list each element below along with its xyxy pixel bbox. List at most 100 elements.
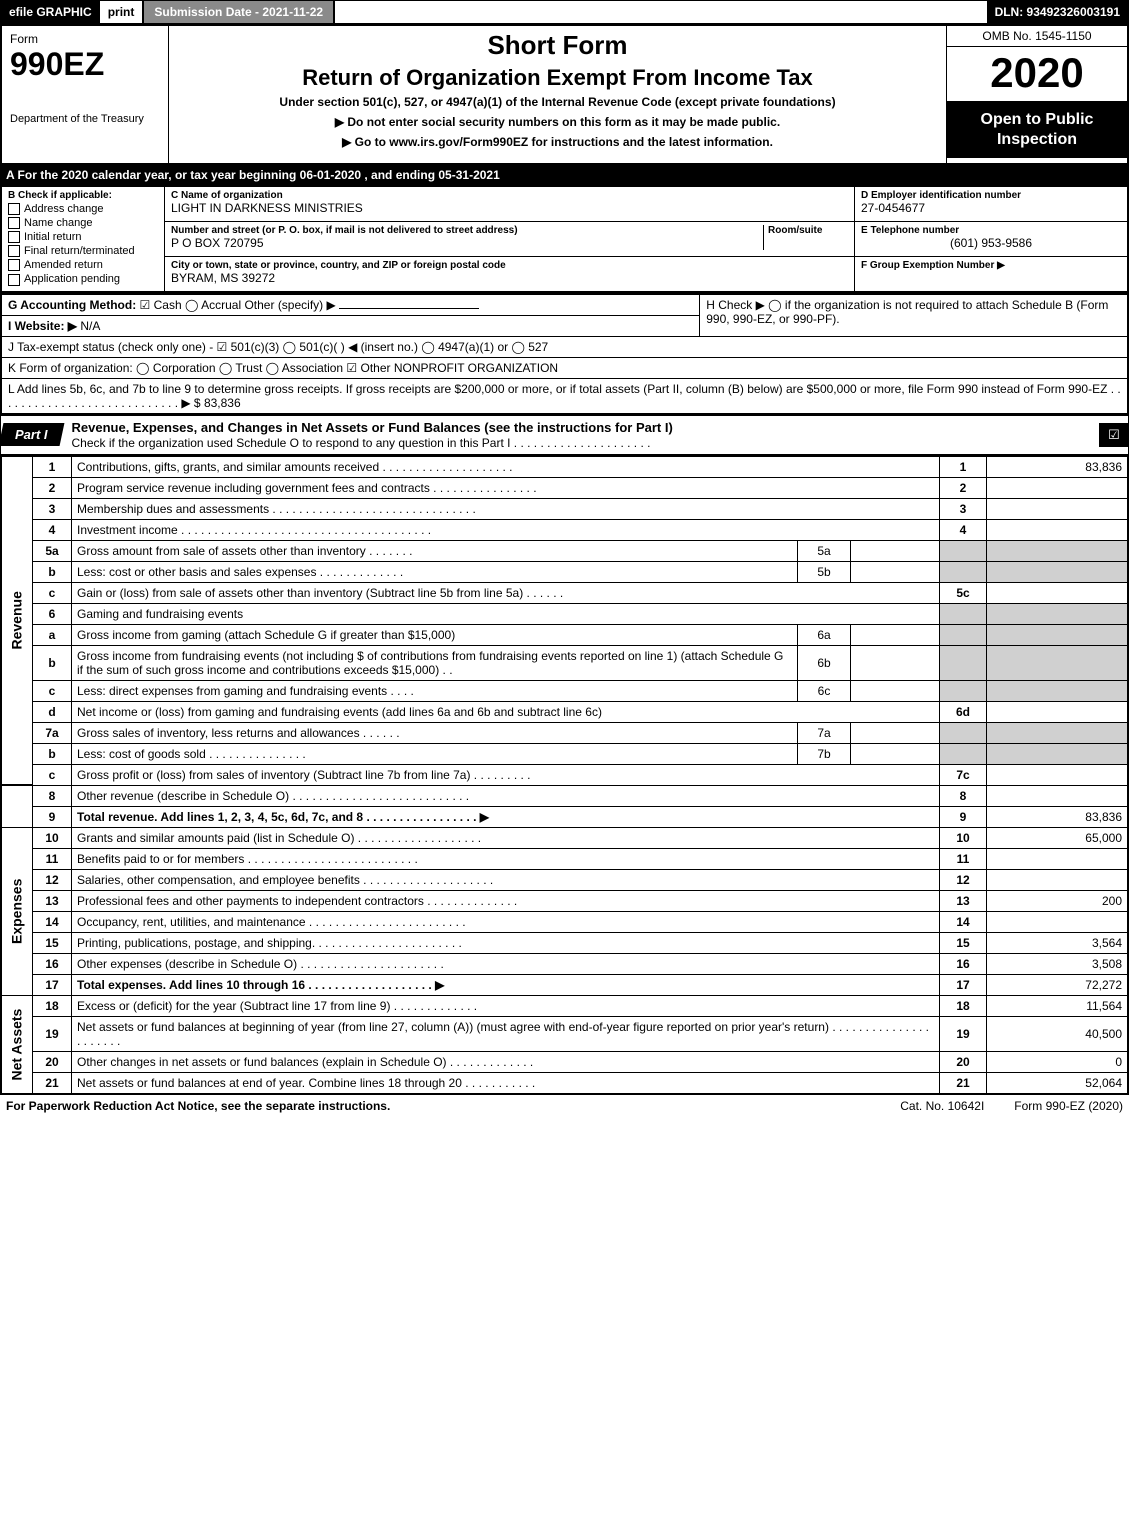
k-14: 14 (940, 911, 987, 932)
k-10: 10 (940, 827, 987, 848)
sv-5a (851, 540, 940, 561)
txt-20: Other changes in net assets or fund bala… (72, 1051, 940, 1072)
ln-6a: a (33, 624, 72, 645)
v-5a-grey (987, 540, 1129, 561)
org-name: LIGHT IN DARKNESS MINISTRIES (171, 201, 848, 215)
org-info-table: B Check if applicable: Address change Na… (0, 185, 1129, 293)
lineI-label: I Website: ▶ (8, 319, 77, 333)
vlabel-expenses: Expenses (1, 827, 33, 995)
city-value: BYRAM, MS 39272 (171, 271, 848, 285)
chk-amended-return[interactable]: Amended return (8, 259, 158, 271)
v-6b-grey (987, 645, 1129, 680)
lines-g-l: G Accounting Method: ☑ Cash ◯ Accrual Ot… (0, 293, 1129, 415)
v-7a-grey (987, 722, 1129, 743)
ln-18: 18 (33, 995, 72, 1016)
sv-6b (851, 645, 940, 680)
sk-6a: 6a (798, 624, 851, 645)
part-i-checknote: Check if the organization used Schedule … (72, 436, 651, 450)
k-19: 19 (940, 1016, 987, 1051)
txt-6c: Less: direct expenses from gaming and fu… (72, 680, 798, 701)
ln-7a: 7a (33, 722, 72, 743)
part-i-title: Revenue, Expenses, and Changes in Net As… (72, 420, 673, 435)
chk-name-change[interactable]: Name change (8, 217, 158, 229)
ln-13: 13 (33, 890, 72, 911)
v-1: 83,836 (987, 456, 1129, 478)
lineG-other[interactable]: Other (specify) ▶ (244, 298, 335, 312)
txt-9: Total revenue. Add lines 1, 2, 3, 4, 5c,… (72, 806, 940, 827)
top-bar: efile GRAPHIC print Submission Date - 20… (0, 0, 1129, 24)
txt-4: Investment income . . . . . . . . . . . … (72, 519, 940, 540)
ln-1: 1 (33, 456, 72, 478)
ln-5b: b (33, 561, 72, 582)
k-5b-grey (940, 561, 987, 582)
k-5c: 5c (940, 582, 987, 603)
v-4 (987, 519, 1129, 540)
form-word: Form (10, 32, 160, 46)
v-7c (987, 764, 1129, 785)
ln-9: 9 (33, 806, 72, 827)
v-7b-grey (987, 743, 1129, 764)
k-7c: 7c (940, 764, 987, 785)
k-6c-grey (940, 680, 987, 701)
chk-application-pending[interactable]: Application pending (8, 273, 158, 285)
footer-left: For Paperwork Reduction Act Notice, see … (6, 1099, 870, 1113)
v-8 (987, 785, 1129, 806)
lineG-cash[interactable]: ☑ Cash (140, 298, 182, 312)
chk-final-return[interactable]: Final return/terminated (8, 245, 158, 257)
lineG-accrual[interactable]: ◯ Accrual (185, 298, 241, 312)
omb-number: OMB No. 1545-1150 (947, 26, 1127, 47)
ln-21: 21 (33, 1072, 72, 1094)
ln-2: 2 (33, 477, 72, 498)
lineK-text: K Form of organization: ◯ Corporation ◯ … (1, 357, 1128, 378)
ln-6: 6 (33, 603, 72, 624)
k-8: 8 (940, 785, 987, 806)
sv-7a (851, 722, 940, 743)
v-19: 40,500 (987, 1016, 1129, 1051)
street-value: P O BOX 720795 (171, 236, 763, 250)
v-12 (987, 869, 1129, 890)
sk-7b: 7b (798, 743, 851, 764)
v-10: 65,000 (987, 827, 1129, 848)
ln-15: 15 (33, 932, 72, 953)
k-17: 17 (940, 974, 987, 995)
v-3 (987, 498, 1129, 519)
txt-3: Membership dues and assessments . . . . … (72, 498, 940, 519)
chk-address-change[interactable]: Address change (8, 203, 158, 215)
v-5b-grey (987, 561, 1129, 582)
txt-6d: Net income or (loss) from gaming and fun… (72, 701, 940, 722)
txt-2: Program service revenue including govern… (72, 477, 940, 498)
txt-7c: Gross profit or (loss) from sales of inv… (72, 764, 940, 785)
v-13: 200 (987, 890, 1129, 911)
txt-7b: Less: cost of goods sold . . . . . . . .… (72, 743, 798, 764)
v-21: 52,064 (987, 1072, 1129, 1094)
part-i-checkmark: ☑ (1099, 423, 1128, 447)
boxD-label: D Employer identification number (861, 190, 1121, 201)
txt-15: Printing, publications, postage, and shi… (72, 932, 940, 953)
section-a-row: A For the 2020 calendar year, or tax yea… (0, 165, 1129, 185)
k-9: 9 (940, 806, 987, 827)
txt-6a: Gross income from gaming (attach Schedul… (72, 624, 798, 645)
ln-7b: b (33, 743, 72, 764)
chk-initial-return[interactable]: Initial return (8, 231, 158, 243)
txt-6b: Gross income from fundraising events (no… (72, 645, 798, 680)
tax-year: 2020 (947, 47, 1127, 102)
v-6a-grey (987, 624, 1129, 645)
txt-6: Gaming and fundraising events (72, 603, 940, 624)
ln-4: 4 (33, 519, 72, 540)
ln-3: 3 (33, 498, 72, 519)
form-number: 990EZ (10, 46, 160, 83)
goto-link[interactable]: ▶ Go to www.irs.gov/Form990EZ for instru… (177, 135, 938, 149)
ln-14: 14 (33, 911, 72, 932)
vlabel-rev-cont (1, 785, 33, 827)
boxC-name-label: C Name of organization (171, 190, 848, 201)
v-6d (987, 701, 1129, 722)
txt-7a: Gross sales of inventory, less returns a… (72, 722, 798, 743)
open-to-public: Open to Public Inspection (947, 102, 1127, 158)
no-ssn-note: ▶ Do not enter social security numbers o… (177, 115, 938, 129)
submission-date: Submission Date - 2021-11-22 (142, 1, 335, 23)
v-14 (987, 911, 1129, 932)
k-11: 11 (940, 848, 987, 869)
print-label[interactable]: print (100, 1, 143, 23)
ln-5c: c (33, 582, 72, 603)
vlabel-netassets: Net Assets (1, 995, 33, 1094)
